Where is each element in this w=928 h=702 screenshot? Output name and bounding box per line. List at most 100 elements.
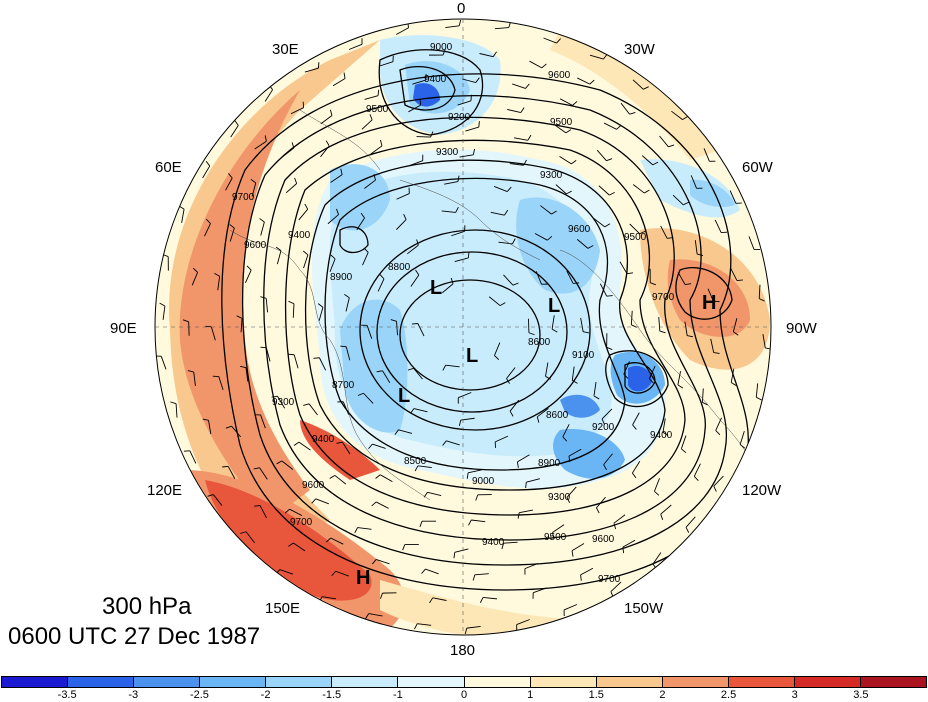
wind-barb	[370, 145, 383, 155]
wind-barb	[202, 165, 211, 179]
wind-barb-flag	[643, 86, 649, 90]
colorbar-swatch	[2, 677, 69, 687]
wind-barb	[398, 429, 413, 434]
wind-barb-flag	[192, 267, 198, 273]
wind-barb	[282, 147, 295, 158]
wind-barb	[596, 496, 606, 509]
wind-barb	[191, 272, 199, 286]
wind-barb	[506, 367, 516, 379]
wind-barb	[446, 440, 460, 446]
wind-barb-flag	[325, 140, 330, 147]
wind-barb-flag	[240, 365, 247, 369]
wind-barb	[366, 325, 373, 339]
wind-barb	[516, 619, 530, 626]
pressure-center-markers: H H L L L L	[356, 277, 716, 589]
wind-barb-flag	[677, 384, 684, 389]
wind-barb-flag	[545, 375, 551, 380]
wind-barb	[162, 305, 166, 320]
wind-barb	[468, 469, 482, 474]
wind-barb-flag	[632, 472, 637, 479]
wind-barb	[334, 475, 347, 485]
wind-barb	[277, 395, 286, 409]
wind-barb	[580, 317, 584, 332]
wind-barb	[231, 425, 242, 438]
wind-barb	[599, 283, 608, 297]
wind-barb	[580, 567, 594, 576]
wind-barb	[503, 541, 518, 544]
wind-barb	[693, 463, 701, 477]
wind-barb	[332, 78, 346, 87]
wind-barb-flag	[668, 144, 675, 148]
wind-barb-flag	[527, 134, 532, 141]
wind-barb	[319, 357, 327, 371]
wind-barb-flag	[504, 209, 509, 216]
wind-barb-flag	[572, 101, 578, 106]
wind-barb-flag	[416, 239, 419, 246]
wind-barb	[672, 194, 684, 206]
wind-barb-flag	[616, 124, 622, 130]
wind-barb	[335, 570, 349, 577]
wind-barb-flag	[450, 277, 454, 284]
wind-barb-flag	[475, 77, 480, 83]
wind-barb	[536, 408, 549, 418]
wind-barb	[189, 450, 197, 464]
wind-barb-flag	[571, 550, 574, 557]
wind-barb	[589, 54, 604, 60]
wind-barb-flag	[573, 282, 580, 284]
wind-barb	[566, 486, 577, 498]
contour-label: 9500	[366, 104, 389, 115]
wind-barb	[396, 27, 409, 35]
colorbar-swatch	[530, 677, 597, 687]
wind-barb-flag	[368, 443, 373, 450]
wind-barb	[622, 539, 636, 548]
wind-barb	[715, 417, 722, 431]
wind-barb	[361, 119, 373, 130]
wind-barb-flag	[601, 418, 605, 425]
wind-barb	[571, 543, 585, 552]
wind-barb-flag	[759, 298, 765, 302]
wind-barb-flag	[528, 332, 535, 336]
wind-barb-flag	[566, 190, 572, 195]
colorbar-swatch	[398, 677, 465, 687]
wind-barb	[181, 209, 185, 223]
wind-barb	[454, 548, 469, 553]
wind-barb	[519, 509, 534, 514]
wind-barb-flag	[509, 410, 514, 417]
wind-barb-flag	[506, 186, 512, 192]
wind-barb-flag	[693, 475, 699, 482]
wind-barb	[329, 258, 336, 273]
wind-barb	[603, 453, 613, 465]
contour-label: 9300	[540, 170, 563, 181]
wind-barb-flag	[648, 378, 654, 384]
wind-barb-flag	[340, 345, 347, 348]
wind-barb-flag	[429, 597, 434, 604]
wind-barb	[494, 27, 509, 30]
high-marker: H	[356, 567, 370, 589]
wind-barb-flag	[330, 254, 336, 260]
wind-barb	[466, 626, 481, 629]
wind-barb	[462, 78, 476, 83]
wind-barb	[217, 276, 221, 291]
wind-barb-flag	[571, 160, 577, 165]
wind-barb	[596, 149, 607, 162]
wind-barb	[225, 177, 233, 191]
wind-barb-flag	[556, 38, 561, 44]
contour-label: 9700	[652, 292, 675, 303]
wind-barb	[593, 217, 606, 228]
wind-barb	[417, 323, 425, 337]
wind-barb	[710, 338, 715, 353]
wind-barb	[576, 239, 589, 249]
wind-barb-flag	[472, 574, 476, 581]
wind-barb-flag	[551, 210, 557, 215]
wind-barb	[755, 383, 759, 398]
wind-barb-flag	[713, 352, 720, 354]
wind-barb-flag	[667, 237, 674, 239]
wind-barb-flag	[562, 436, 568, 442]
wind-barb-flag	[457, 175, 460, 182]
colorbar-tick-label: 2	[659, 689, 666, 701]
wind-barb	[345, 297, 350, 312]
wind-barb	[227, 466, 236, 479]
wind-barb-flag	[650, 282, 657, 286]
wind-barb	[471, 519, 486, 523]
wind-barb	[601, 408, 613, 420]
